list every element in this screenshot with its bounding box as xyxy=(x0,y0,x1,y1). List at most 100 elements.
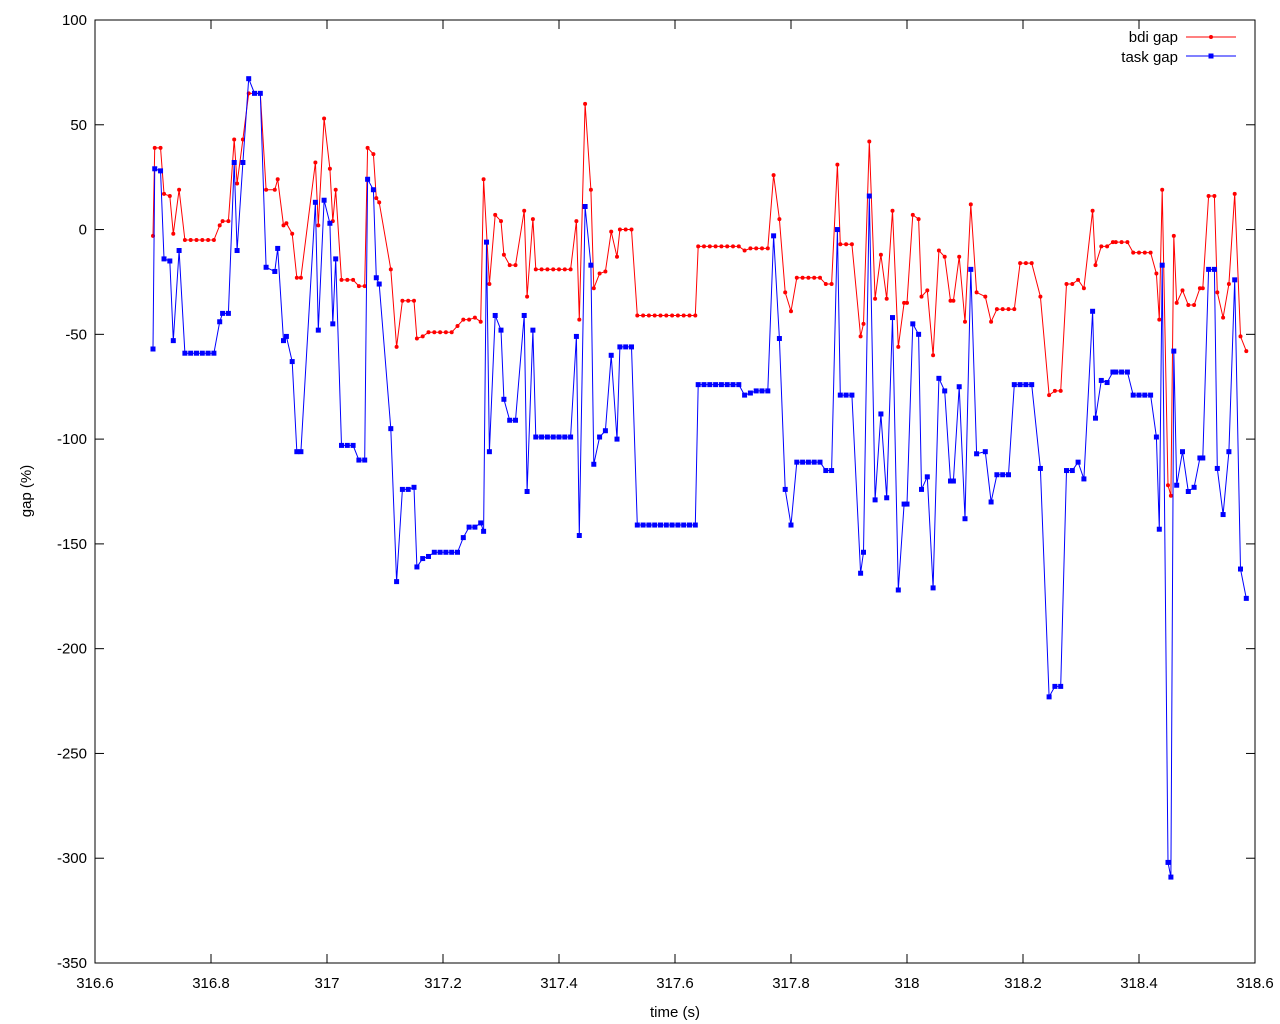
data-point-task-gap xyxy=(344,442,350,448)
y-tick-label: 0 xyxy=(79,222,87,239)
data-point-bdi-gap xyxy=(583,101,588,106)
data-point-task-gap xyxy=(350,442,356,448)
data-point-bdi-gap xyxy=(513,263,518,268)
data-point-bdi-gap xyxy=(736,244,741,249)
data-point-task-gap xyxy=(1000,472,1006,478)
data-point-task-gap xyxy=(524,489,530,494)
data-point-task-gap xyxy=(556,434,562,440)
data-point-bdi-gap xyxy=(771,173,776,178)
x-tick-label: 317.6 xyxy=(656,975,694,992)
data-point-bdi-gap xyxy=(1160,187,1165,192)
data-point-bdi-gap xyxy=(420,334,425,339)
x-axis-ticks: 316.6 316.8 317 317.2 317.4 317.6 317.8 318 318.… xyxy=(76,20,1274,992)
data-point-task-gap xyxy=(742,392,748,398)
data-point-task-gap xyxy=(695,382,701,388)
data-point-bdi-gap xyxy=(994,307,999,312)
data-point-bdi-gap xyxy=(957,254,962,259)
data-point-bdi-gap xyxy=(264,187,269,192)
data-point-bdi-gap xyxy=(838,242,843,247)
legend-marker-task-gap xyxy=(1208,53,1214,59)
data-point-bdi-gap xyxy=(284,221,289,226)
data-point-task-gap xyxy=(281,338,286,344)
data-point-task-gap xyxy=(614,436,620,442)
data-point-task-gap xyxy=(811,459,817,465)
data-point-bdi-gap xyxy=(818,275,822,280)
data-point-task-gap xyxy=(759,388,765,394)
data-point-task-gap xyxy=(1064,468,1069,474)
data-point-task-gap xyxy=(376,281,382,287)
data-point-bdi-gap xyxy=(800,275,805,280)
data-point-bdi-gap xyxy=(327,166,332,171)
x-tick-label: 317 xyxy=(314,975,339,992)
data-point-task-gap xyxy=(492,312,498,318)
data-point-bdi-gap xyxy=(858,334,863,339)
data-point-task-gap xyxy=(1211,266,1217,272)
data-point-bdi-gap xyxy=(200,238,205,243)
data-point-task-gap xyxy=(1104,380,1110,386)
data-point-task-gap xyxy=(443,549,449,555)
data-point-bdi-gap xyxy=(481,177,486,182)
data-point-bdi-gap xyxy=(1131,250,1136,255)
data-point-bdi-gap xyxy=(1070,282,1075,287)
data-point-task-gap xyxy=(365,176,371,182)
data-point-bdi-gap xyxy=(919,294,924,299)
x-tick-label: 317.8 xyxy=(772,975,810,992)
data-point-bdi-gap xyxy=(867,139,872,144)
data-point-task-gap xyxy=(1200,455,1206,461)
data-point-bdi-gap xyxy=(217,223,222,228)
data-point-task-gap xyxy=(388,426,394,432)
data-point-task-gap xyxy=(170,338,176,344)
data-point-task-gap xyxy=(152,166,158,172)
data-point-bdi-gap xyxy=(400,298,405,303)
data-point-bdi-gap xyxy=(1148,250,1153,255)
y-axis-ticks: 100 50 0 -50 -100 -150 -200 -250 -300 -350 xyxy=(57,12,1255,972)
x-tick-label: 318.4 xyxy=(1120,975,1158,992)
data-point-task-gap xyxy=(498,327,504,333)
data-point-bdi-gap xyxy=(539,267,544,272)
data-point-bdi-gap xyxy=(1058,388,1063,393)
data-point-task-gap xyxy=(884,495,890,501)
data-point-bdi-gap xyxy=(188,238,193,243)
data-point-bdi-gap xyxy=(1168,493,1173,498)
data-point-bdi-gap xyxy=(281,223,286,228)
data-point-bdi-gap xyxy=(1180,288,1185,293)
data-point-bdi-gap xyxy=(568,267,573,272)
data-point-task-gap xyxy=(1052,683,1058,689)
legend-label-task-gap: task gap xyxy=(1121,49,1178,66)
data-point-task-gap xyxy=(486,449,492,455)
data-point-task-gap xyxy=(466,524,472,530)
data-point-task-gap xyxy=(1243,595,1249,601)
data-point-task-gap xyxy=(234,248,240,254)
data-point-task-gap xyxy=(333,256,339,262)
data-point-task-gap xyxy=(730,382,736,388)
data-point-bdi-gap xyxy=(472,315,477,320)
data-point-bdi-gap xyxy=(426,330,431,335)
data-point-bdi-gap xyxy=(171,231,176,236)
data-point-task-gap xyxy=(718,382,724,388)
data-point-bdi-gap xyxy=(362,284,367,289)
data-point-task-gap xyxy=(582,204,588,210)
data-point-bdi-gap xyxy=(925,288,930,293)
data-point-bdi-gap xyxy=(658,313,663,318)
data-point-task-gap xyxy=(910,321,916,327)
data-point-bdi-gap xyxy=(333,187,338,192)
data-point-task-gap xyxy=(1232,277,1238,283)
data-point-task-gap xyxy=(481,528,487,534)
data-point-task-gap xyxy=(982,449,988,455)
data-point-task-gap xyxy=(1148,392,1154,398)
data-point-bdi-gap xyxy=(351,277,356,282)
data-point-bdi-gap xyxy=(1119,240,1124,245)
data-point-task-gap xyxy=(1180,449,1185,455)
data-point-bdi-gap xyxy=(1029,261,1034,266)
data-point-bdi-gap xyxy=(942,254,947,259)
data-point-task-gap xyxy=(478,520,484,526)
data-point-bdi-gap xyxy=(916,217,921,222)
data-point-bdi-gap xyxy=(603,269,608,274)
data-point-bdi-gap xyxy=(1052,388,1057,393)
data-point-task-gap xyxy=(794,459,800,465)
data-point-bdi-gap xyxy=(760,246,764,251)
data-point-bdi-gap xyxy=(455,323,460,328)
data-point-task-gap xyxy=(634,522,640,528)
data-point-task-gap xyxy=(1165,859,1171,865)
